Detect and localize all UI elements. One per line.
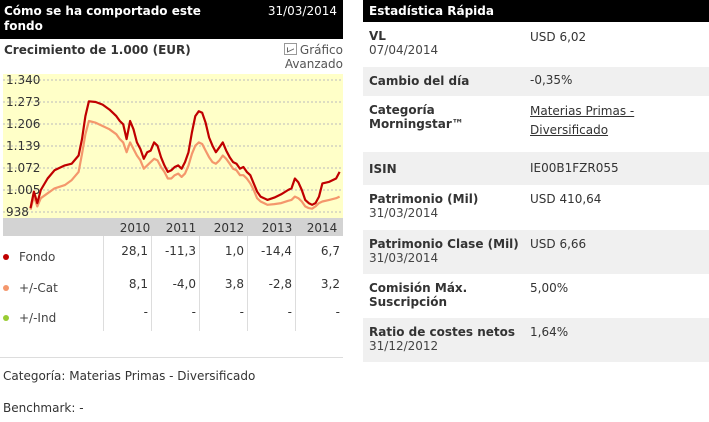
categoria-label-1: Categoría xyxy=(369,103,435,117)
isin-label: ISIN xyxy=(369,162,397,176)
growth-title: Crecimiento de 1.000 (EUR) xyxy=(4,43,191,57)
table-cell: 6,7 xyxy=(320,244,340,258)
performance-date: 31/03/2014 xyxy=(267,4,337,18)
table-cell: - xyxy=(191,305,196,319)
table-cell: 8,1 xyxy=(128,277,148,291)
table-cell: 1,0 xyxy=(224,244,244,258)
ratio-value: 1,64% xyxy=(530,325,569,339)
table-cell: -2,8 xyxy=(268,277,292,291)
y-tick-label: 1.139 xyxy=(6,139,40,153)
table-cell: -4,0 xyxy=(172,277,196,291)
x-axis-labels: 2010 2011 2012 2013 2014 xyxy=(120,221,338,235)
quick-stats-header: Estadística Rápida xyxy=(363,0,709,22)
categoria-link[interactable]: Materias Primas - Diversificado xyxy=(530,102,634,140)
stat-row-vl: VL 07/04/2014 USD 6,02 xyxy=(363,22,709,67)
divider xyxy=(0,357,343,358)
fondo-dot xyxy=(3,254,9,260)
categoria-value-2: Diversificado xyxy=(530,123,609,137)
advanced-chart-link[interactable]: Gráfico Avanzado xyxy=(283,43,343,71)
benchmark-text: Benchmark: - xyxy=(3,401,84,415)
stat-row-comision: Comisión Máx. Suscripción 5,00% xyxy=(363,274,709,318)
table-cell: 3,2 xyxy=(320,277,340,291)
stat-label: Categoría Morningstar™ xyxy=(369,103,529,131)
x-tick-label: 2010 xyxy=(120,221,151,235)
table-cell: -14,4 xyxy=(260,244,292,258)
chart-lines xyxy=(29,100,341,210)
stat-row-patrimonio-clase: Patrimonio Clase (Mil) 31/03/2014 USD 6,6… xyxy=(363,230,709,274)
col-sep xyxy=(199,236,200,331)
y-tick-label: 1.340 xyxy=(6,73,40,87)
table-cell: -11,3 xyxy=(164,244,196,258)
col-sep xyxy=(151,236,152,331)
vl-label: VL xyxy=(369,29,386,43)
fondo-series-line xyxy=(29,100,341,209)
x-axis-band xyxy=(3,218,343,236)
cat-series-line xyxy=(29,119,341,210)
performance-header: Cómo se ha comportado este fondo 31/03/2… xyxy=(0,0,343,39)
patrimonio-clase-value: USD 6,66 xyxy=(530,237,587,251)
advanced-chart-label-1: Gráfico xyxy=(299,43,343,57)
category-text: Categoría: Materias Primas - Diversifica… xyxy=(3,369,256,383)
legend-ind: +/-Ind xyxy=(3,311,56,325)
vl-date: 07/04/2014 xyxy=(369,43,439,57)
stat-row-cambio: Cambio del día -0,35% xyxy=(363,67,709,96)
categoria-label-2: Morningstar™ xyxy=(369,117,464,131)
advanced-chart-label-2: Avanzado xyxy=(284,57,343,71)
stat-label: Patrimonio Clase (Mil) 31/03/2014 xyxy=(369,237,529,265)
legend-ind-label: +/-Ind xyxy=(19,311,57,325)
cat-dot xyxy=(3,285,9,291)
stat-row-ratio: Ratio de costes netos 31/12/2012 1,64% xyxy=(363,318,709,362)
x-tick-label: 2013 xyxy=(262,221,293,235)
ind-dot xyxy=(3,315,9,321)
stat-label: Ratio de costes netos 31/12/2012 xyxy=(369,325,544,353)
cambio-value: -0,35% xyxy=(530,73,573,87)
x-tick-label: 2012 xyxy=(214,221,245,235)
ratio-date: 31/12/2012 xyxy=(369,339,439,353)
stat-label: VL 07/04/2014 xyxy=(369,29,529,57)
quick-stats-title: Estadística Rápida xyxy=(369,4,494,18)
chart-icon xyxy=(283,43,297,55)
isin-value: IE00B1FZR055 xyxy=(530,161,619,175)
y-tick-label: 1.005 xyxy=(6,183,40,197)
categoria-value-1: Materias Primas - xyxy=(530,104,635,118)
legend-fondo-label: Fondo xyxy=(19,250,56,264)
y-tick-label: 1.072 xyxy=(6,161,40,175)
y-axis-labels: 1.340 1.273 1.206 1.139 1.072 1.005 938 xyxy=(6,73,40,219)
legend-cat-label: +/-Cat xyxy=(19,281,58,295)
x-tick-label: 2011 xyxy=(166,221,197,235)
col-sep xyxy=(295,236,296,331)
ratio-label: Ratio de costes netos xyxy=(369,325,516,339)
x-tick-label: 2014 xyxy=(307,221,338,235)
stat-row-patrimonio: Patrimonio (Mil) 31/03/2014 USD 410,64 xyxy=(363,185,709,230)
patrimonio-clase-date: 31/03/2014 xyxy=(369,251,439,265)
comision-value: 5,00% xyxy=(530,281,569,295)
stat-label: Comisión Máx. Suscripción xyxy=(369,281,529,309)
comision-label-1: Comisión Máx. xyxy=(369,281,468,295)
performance-title: Cómo se ha comportado este fondo xyxy=(4,4,201,33)
table-cell: - xyxy=(239,305,244,319)
stat-row-isin: ISIN IE00B1FZR055 xyxy=(363,152,709,185)
legend-cat: +/-Cat xyxy=(3,281,58,295)
table-cell: 3,8 xyxy=(224,277,244,291)
y-tick-label: 1.273 xyxy=(6,95,40,109)
table-cell: - xyxy=(287,305,292,319)
vl-value: USD 6,02 xyxy=(530,30,587,44)
comision-label-2: Suscripción xyxy=(369,295,448,309)
patrimonio-label: Patrimonio (Mil) xyxy=(369,192,479,206)
table-cell: 28,1 xyxy=(121,244,148,258)
col-sep xyxy=(103,236,104,331)
cambio-label: Cambio del día xyxy=(369,74,470,88)
col-sep xyxy=(247,236,248,331)
stat-row-categoria: Categoría Morningstar™ Materias Primas - D… xyxy=(363,96,709,152)
legend-fondo: Fondo xyxy=(3,250,55,264)
patrimonio-value: USD 410,64 xyxy=(530,192,602,206)
patrimonio-date: 31/03/2014 xyxy=(369,206,439,220)
patrimonio-clase-label: Patrimonio Clase (Mil) xyxy=(369,237,519,251)
table-cell: - xyxy=(335,305,340,319)
stat-label: Patrimonio (Mil) 31/03/2014 xyxy=(369,192,529,220)
y-tick-label: 1.206 xyxy=(6,117,40,131)
table-cell: - xyxy=(143,305,148,319)
y-tick-label: 938 xyxy=(6,205,29,219)
